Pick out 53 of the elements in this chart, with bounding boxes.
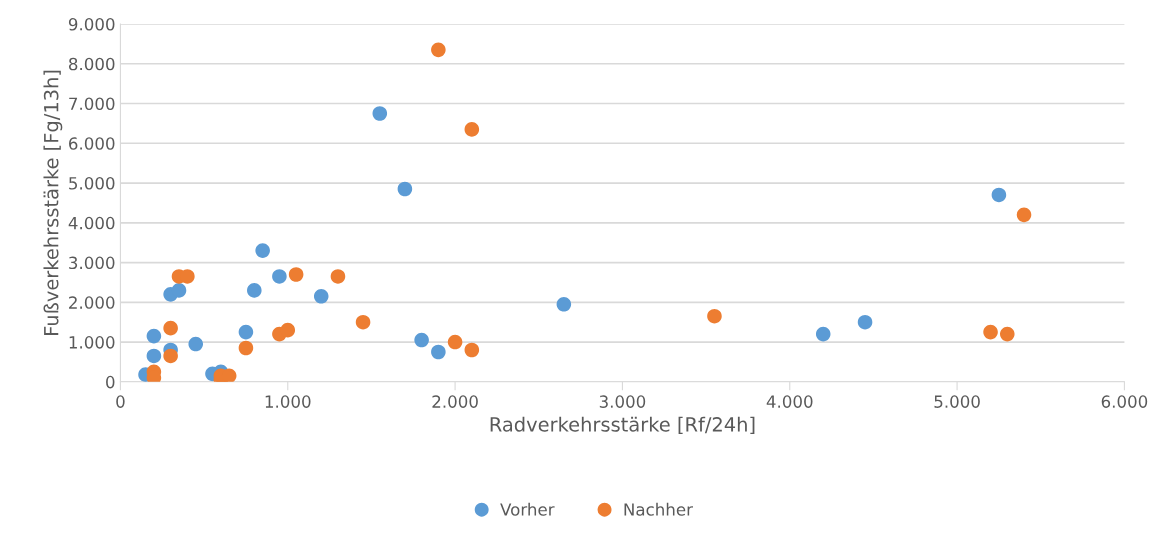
point — [255, 243, 270, 258]
legend-label: Nachher — [624, 502, 693, 516]
point — [280, 322, 296, 338]
y-tick-label: 3.000 — [69, 256, 115, 270]
point — [238, 340, 254, 356]
point — [355, 314, 371, 330]
point — [857, 314, 873, 330]
y-tick-label: 9.000 — [68, 17, 115, 31]
point — [272, 269, 287, 284]
point — [414, 332, 429, 348]
point — [464, 122, 480, 137]
y-tick-label: 7.000 — [69, 97, 115, 111]
point — [397, 181, 413, 197]
y-tick-label: 8.000 — [68, 57, 115, 71]
point — [288, 267, 304, 282]
y-tick-label: 1.000 — [69, 336, 115, 349]
point — [1016, 207, 1032, 223]
y-tick-label: 6.000 — [69, 137, 115, 150]
point — [163, 320, 178, 336]
point — [983, 324, 998, 340]
point — [330, 269, 346, 284]
point — [163, 348, 178, 364]
point — [815, 326, 831, 342]
point — [464, 342, 480, 358]
point — [238, 324, 254, 340]
x-tick-label: 0 — [116, 395, 125, 408]
x-tick-label: 4.000 — [766, 395, 813, 408]
point — [1000, 326, 1015, 342]
point — [188, 336, 204, 352]
x-tick-label: 3.000 — [599, 395, 646, 408]
point — [247, 283, 262, 298]
point — [146, 348, 162, 364]
legend-label: Vorher — [500, 502, 555, 516]
point — [431, 344, 446, 360]
y-tick-label: 5.000 — [69, 177, 115, 190]
point — [431, 42, 446, 58]
point — [171, 283, 187, 298]
point — [991, 187, 1007, 203]
point — [372, 106, 388, 121]
point — [146, 328, 162, 344]
x-tick-label: 5.000 — [934, 395, 980, 408]
point — [707, 308, 722, 324]
x-tick-label: 1.000 — [265, 395, 311, 408]
point — [447, 334, 463, 350]
x-tick-label: 6.000 — [1101, 395, 1148, 408]
y-tick-label: 4.000 — [68, 216, 115, 230]
point — [556, 297, 572, 312]
x-axis-title: Radverkehrsstärke [Rf/24h] — [490, 416, 755, 435]
y-axis-title: Fußverkehrsstärke [Fg/13h] — [43, 70, 63, 335]
y-tick-label: 0 — [106, 375, 115, 389]
y-tick-label: 2.000 — [69, 296, 115, 309]
point — [313, 289, 329, 304]
x-tick-label: 2.000 — [432, 395, 478, 408]
